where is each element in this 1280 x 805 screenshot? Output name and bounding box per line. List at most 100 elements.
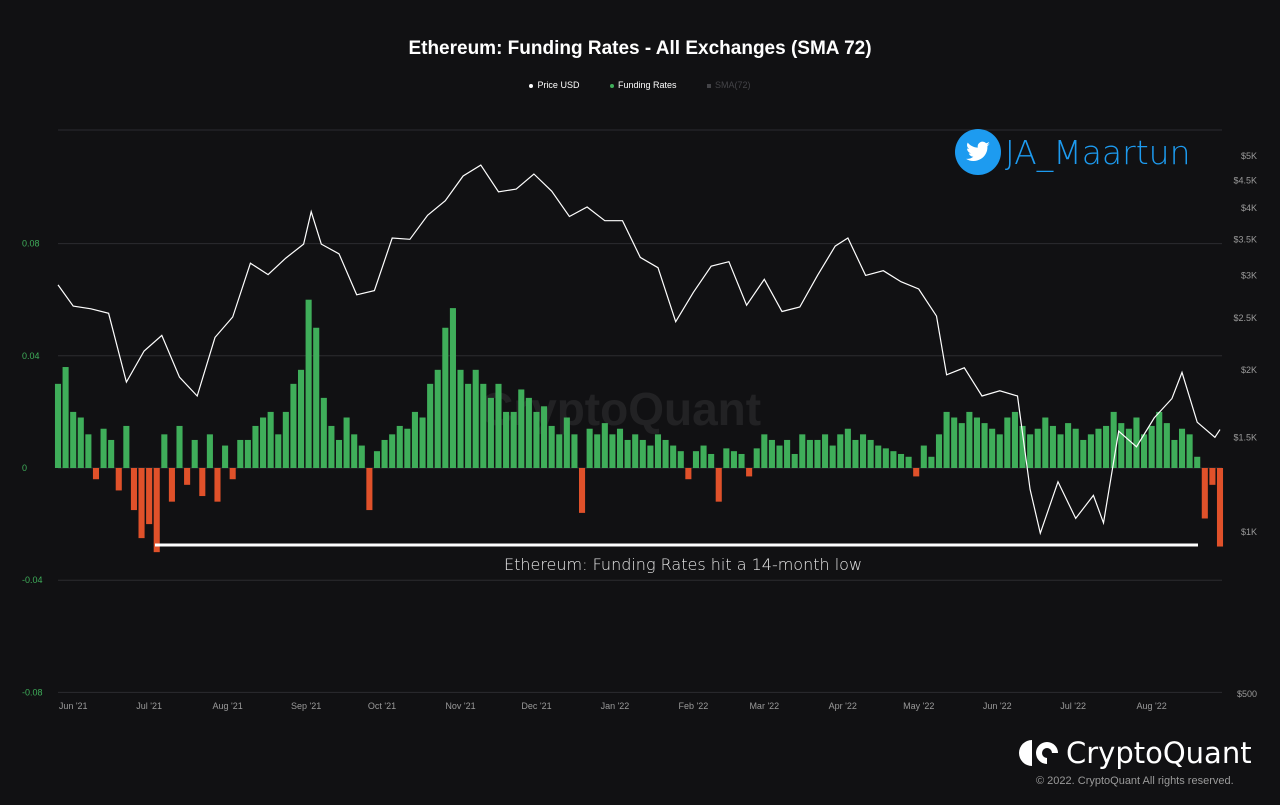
brand-logo: CryptoQuant [1018,736,1252,770]
funding-rate-bar [1034,428,1041,468]
x-axis-tick: Aug '22 [1137,701,1167,711]
funding-rate-bar [1065,423,1072,468]
funding-rate-bar [206,434,213,468]
left-axis-tick: 0.04 [22,351,40,361]
copyright: © 2022. CryptoQuant All rights reserved. [1036,775,1234,787]
funding-rate-bar [146,468,153,525]
funding-rate-bar [442,327,449,468]
legend-item-price[interactable]: Price USD [529,80,579,90]
funding-rate-bar [282,411,289,468]
funding-rate-bar [1209,468,1216,485]
funding-rate-bar [389,434,396,468]
funding-rate-bar [366,468,373,511]
funding-rate-bar [1118,423,1125,468]
price-line [57,164,1221,536]
funding-rate-bar [1103,425,1110,468]
legend-item-funding[interactable]: Funding Rates [609,80,677,90]
funding-rate-bar [860,434,867,468]
right-axis-tick: $4K [1241,203,1257,213]
funding-rate-bar [525,397,532,468]
funding-rate-bar [1072,428,1079,468]
funding-rate-bar [419,417,426,468]
funding-rate-bar [290,383,297,468]
funding-rate-bar [1019,425,1026,468]
funding-rate-bar [176,425,183,468]
funding-rate-bar [1125,428,1132,468]
x-axis-tick: Aug '21 [212,701,242,711]
legend-item-sma[interactable]: SMA(72) [707,80,751,90]
funding-rate-bar [753,448,760,468]
funding-rate-bar [229,468,236,480]
funding-rate-bar [1080,439,1087,468]
funding-rate-bar [1057,434,1064,468]
funding-rate-bar [890,451,897,468]
funding-rate-bar [252,425,259,468]
chart-title: Ethereum: Funding Rates - All Exchanges … [408,38,872,59]
funding-rate-bar [343,417,350,468]
funding-rate-bar [358,445,365,468]
funding-rate-bar [1110,411,1117,468]
funding-rate-bar [935,434,943,468]
funding-rate-bar [609,434,616,468]
funding-rate-bar [958,423,965,468]
funding-rate-bar [829,445,836,468]
right-axis-tick: $2.5K [1233,313,1257,323]
funding-rate-bar [404,428,411,468]
funding-rate-bar [616,428,624,468]
funding-rate-bar [685,468,692,480]
x-axis-tick: Dec '21 [521,701,551,711]
funding-rate-bar [396,425,403,468]
funding-rate-bar [601,423,608,468]
funding-rate-bar [806,439,813,468]
funding-rate-bar [70,411,77,468]
funding-rate-bar [624,439,631,468]
x-axis-tick: Oct '21 [368,701,396,711]
funding-rate-bar [708,453,715,468]
funding-rate-bar [852,439,859,468]
right-axis-tick: $3.5K [1233,234,1257,244]
x-axis-tick: Jan '22 [601,701,630,711]
funding-rate-bar [677,451,684,468]
funding-rate-bar [1171,439,1178,468]
funding-rate-bar [928,456,935,468]
brand-name: CryptoQuant [1066,736,1252,770]
funding-rate-bar [1004,417,1011,468]
x-axis-tick: Nov '21 [445,701,475,711]
funding-rate-bar [1027,434,1034,468]
funding-rate-bar [275,434,282,468]
funding-rate-bar [586,428,593,468]
funding-rate-bar [548,425,555,468]
funding-rate-bar [943,411,950,468]
funding-dot-icon [609,83,614,88]
funding-rate-bar [457,369,464,468]
funding-rate-bar [571,434,578,468]
x-axis-tick: Feb '22 [679,701,709,711]
funding-rate-bar [373,451,381,468]
funding-rate-bar [639,439,646,468]
funding-rate-bar [1156,411,1163,468]
cryptoquant-logo-icon [1019,740,1059,766]
funding-rate-bar [244,439,251,468]
funding-rate-bar [1148,425,1155,468]
legend: Price USD Funding Rates SMA(72) [0,80,1280,90]
funding-rate-bar [1011,411,1018,468]
funding-rate-bar [556,434,563,468]
funding-rate-bar [670,445,677,468]
left-axis-tick: 0.08 [22,239,40,249]
funding-rate-bar [1194,456,1201,468]
annotation-text: Ethereum: Funding Rates hit a 14-month l… [503,555,863,574]
x-axis-tick: May '22 [903,701,934,711]
funding-rate-bar [897,453,905,468]
funding-rate-bar [503,411,510,468]
funding-rate-bar [1141,434,1148,468]
funding-rate-bar [700,445,707,468]
right-axis-tick: $3K [1241,270,1257,280]
legend-label: Price USD [537,80,580,90]
funding-rate-bar [381,439,388,468]
funding-rate-bar [267,411,274,468]
funding-rate-bar [518,389,525,468]
funding-rate-bar [54,383,62,468]
funding-rate-bar [77,417,84,468]
funding-rate-bar [328,425,335,468]
funding-rate-bar [715,468,722,502]
